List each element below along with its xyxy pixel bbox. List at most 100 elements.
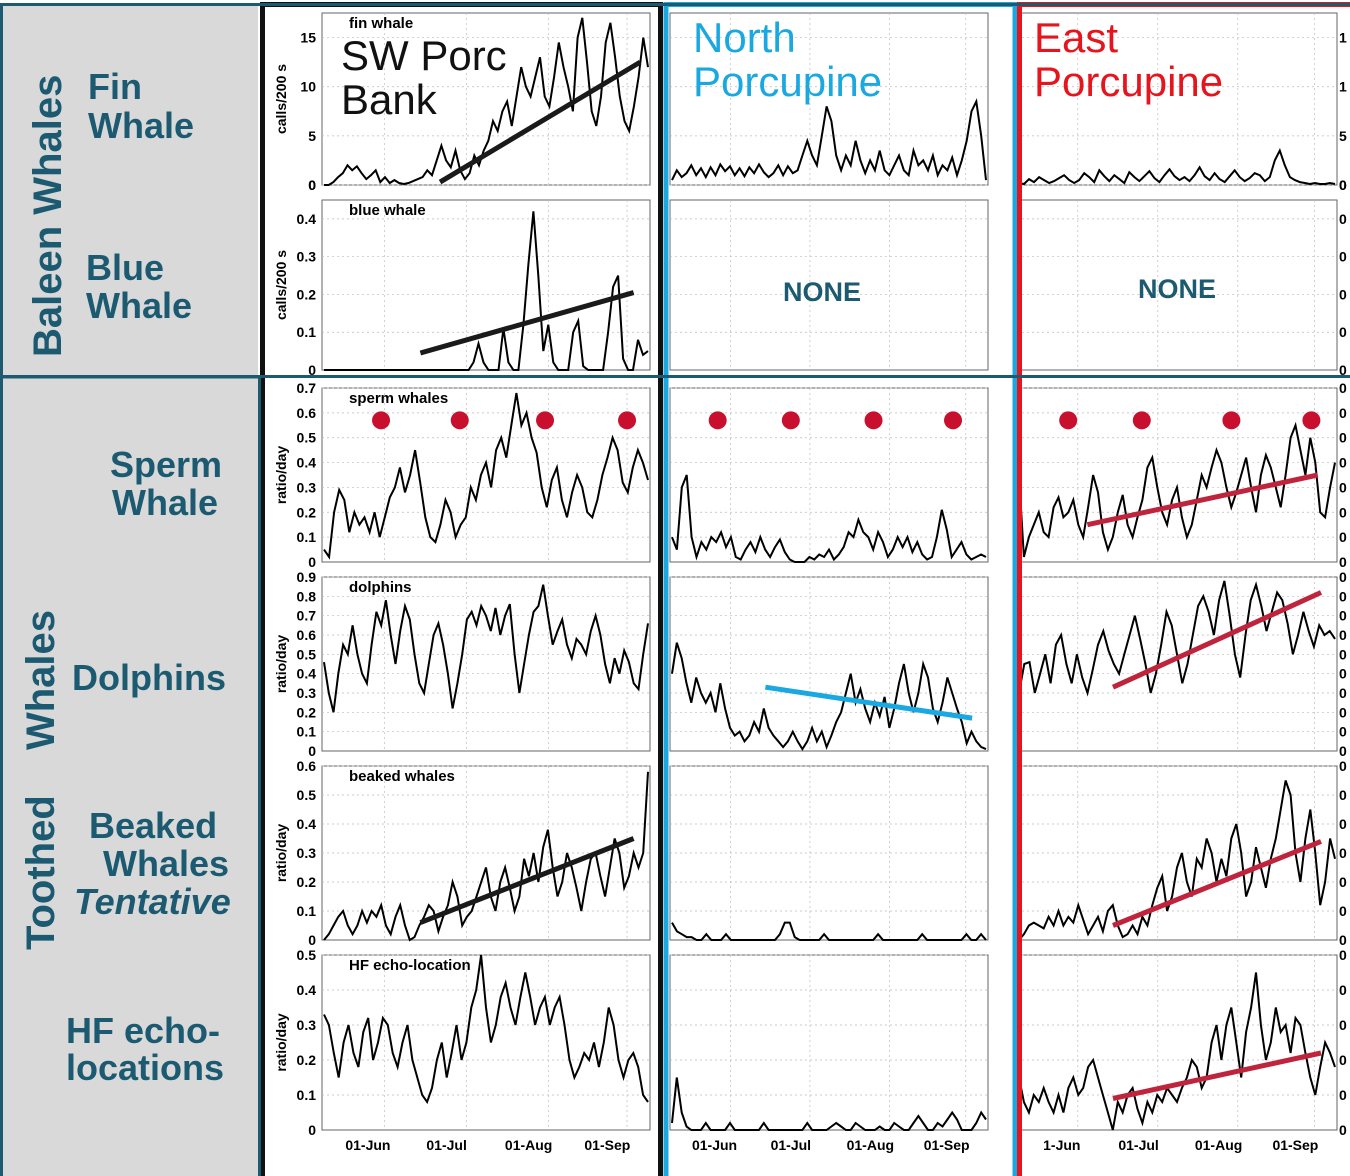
row-label-beaked-2: Whales bbox=[103, 843, 229, 884]
panel-title-0: fin whale bbox=[349, 15, 413, 32]
y-tick-sw-2-1: 0.1 bbox=[297, 529, 317, 545]
baleen-group-bg bbox=[0, 3, 258, 375]
toothed-group-label-2: Whales bbox=[19, 610, 63, 750]
y-tick-sw-2-5: 0.5 bbox=[297, 430, 317, 446]
marker-dot-east-2-0 bbox=[1059, 411, 1078, 430]
toothed-group-label-1: Toothed bbox=[19, 795, 63, 950]
series-line-east-3 bbox=[1018, 580, 1336, 697]
x-tick-north-5-2: 01-Aug bbox=[847, 1137, 894, 1153]
y-tick-east-5-5: 0 bbox=[1339, 947, 1347, 963]
trend-line-east-2 bbox=[1086, 472, 1319, 528]
y-tick-east-0-3: 1 bbox=[1339, 79, 1347, 95]
baleen-group-label: Baleen Whales bbox=[26, 75, 70, 357]
marker-dot-sw-2-1 bbox=[450, 411, 469, 430]
site-title-north-1: North bbox=[693, 14, 796, 61]
series-line-north-5 bbox=[671, 1077, 987, 1131]
y-tick-east-1-2: 0 bbox=[1339, 286, 1347, 302]
y-tick-east-1-3: 0 bbox=[1339, 249, 1347, 265]
x-tick-east-5-3: 01-Sep bbox=[1272, 1137, 1318, 1153]
marker-dot-north-2-3 bbox=[944, 411, 963, 430]
y-tick-east-2-5: 0 bbox=[1339, 430, 1347, 446]
trend-line-sw-4 bbox=[419, 836, 635, 925]
site-title-east-2: Porcupine bbox=[1034, 58, 1223, 105]
x-tick-sw-5-1: 01-Jul bbox=[426, 1137, 466, 1153]
y-tick-east-0-0: 0 bbox=[1339, 177, 1347, 193]
row-label-sperm-1: Sperm bbox=[110, 444, 222, 485]
y-tick-sw-0-1: 0 bbox=[308, 177, 316, 193]
y-tick-sw-2-4: 0.4 bbox=[297, 455, 317, 471]
panel-frame-north-3 bbox=[669, 576, 989, 752]
y-tick-east-0-4: 1 bbox=[1339, 30, 1347, 46]
y-axis-label-4: ratio/day bbox=[273, 824, 289, 883]
y-tick-sw-0-0: 0 bbox=[308, 177, 316, 193]
y-tick-east-3-9: 0 bbox=[1339, 569, 1347, 585]
y-axis-label-3: ratio/day bbox=[273, 635, 289, 694]
x-tick-east-5-1: 01-Jul bbox=[1118, 1137, 1158, 1153]
y-tick-sw-3-1: 0.1 bbox=[297, 724, 317, 740]
site-title-sw-1: SW Porc bbox=[341, 32, 507, 79]
y-tick-east-2-3: 0 bbox=[1339, 479, 1347, 495]
trend-line-east-4 bbox=[1112, 839, 1322, 928]
y-tick-east-3-2: 0 bbox=[1339, 704, 1347, 720]
marker-dot-north-2-2 bbox=[864, 411, 883, 430]
y-tick-east-3-1: 0 bbox=[1339, 724, 1347, 740]
series-line-north-4 bbox=[671, 921, 987, 941]
y-tick-sw-3-0: 0 bbox=[308, 743, 316, 759]
y-tick-sw-5-0: 0 bbox=[308, 1122, 316, 1138]
marker-dot-sw-2-0 bbox=[372, 411, 391, 430]
y-tick-sw-1-2: 0.2 bbox=[297, 286, 317, 302]
y-tick-east-1-1: 0 bbox=[1339, 324, 1347, 340]
marker-dot-north-2-0 bbox=[708, 411, 727, 430]
panel-frame-north-5 bbox=[669, 954, 989, 1131]
trend-line-sw-1 bbox=[419, 290, 635, 356]
y-tick-sw-3-2: 0.2 bbox=[297, 704, 317, 720]
series-line-sw-0 bbox=[324, 17, 649, 186]
trend-line-east-3 bbox=[1111, 590, 1323, 690]
y-tick-sw-3-3: 0.3 bbox=[297, 685, 317, 701]
y-tick-sw-3-4: 0.4 bbox=[297, 666, 317, 682]
y-tick-sw-4-3: 0.3 bbox=[297, 845, 317, 861]
row-label-fin-1: Fin bbox=[88, 66, 142, 107]
y-tick-sw-2-6: 0.6 bbox=[297, 405, 317, 421]
row-label-sperm-2: Whale bbox=[112, 482, 218, 523]
y-axis-label-0: calls/200 s bbox=[273, 64, 289, 134]
panel-frame-north-0 bbox=[669, 12, 989, 186]
series-line-north-0 bbox=[671, 98, 987, 181]
y-axis-label-1: calls/200 s bbox=[273, 250, 289, 320]
site-title-north-2: Porcupine bbox=[693, 58, 882, 105]
y-tick-east-3-8: 0 bbox=[1339, 588, 1347, 604]
y-tick-east-4-5: 0 bbox=[1339, 787, 1347, 803]
y-tick-sw-2-7: 0.7 bbox=[297, 380, 317, 396]
y-tick-east-4-1: 0 bbox=[1339, 903, 1347, 919]
panel-title-2: sperm whales bbox=[349, 390, 448, 407]
y-tick-sw-3-5: 0.5 bbox=[297, 646, 317, 662]
y-tick-sw-4-1: 0.1 bbox=[297, 903, 317, 919]
y-tick-sw-1-3: 0.3 bbox=[297, 249, 317, 265]
y-tick-sw-1-0: 0 bbox=[308, 362, 316, 378]
y-tick-east-3-7: 0 bbox=[1339, 608, 1347, 624]
series-line-east-5 bbox=[1018, 972, 1336, 1131]
x-tick-sw-5-0: 01-Jun bbox=[345, 1137, 390, 1153]
panel-title-4: beaked whales bbox=[349, 768, 455, 785]
x-tick-north-5-3: 01-Sep bbox=[924, 1137, 970, 1153]
y-tick-east-0-1: 0 bbox=[1339, 177, 1347, 193]
y-tick-sw-3-7: 0.7 bbox=[297, 608, 317, 624]
y-tick-sw-4-0: 0 bbox=[308, 932, 316, 948]
x-tick-north-5-0: 01-Jun bbox=[692, 1137, 737, 1153]
row-label-fin-2: Whale bbox=[88, 105, 194, 146]
panel-title-5: HF echo-location bbox=[349, 957, 471, 974]
series-line-sw-2 bbox=[323, 392, 649, 560]
trend-line-north-3 bbox=[765, 684, 973, 721]
y-tick-east-2-1: 0 bbox=[1339, 529, 1347, 545]
y-tick-east-5-0: 0 bbox=[1339, 1122, 1347, 1138]
none-label-east: NONE bbox=[1138, 274, 1216, 304]
marker-dot-sw-2-3 bbox=[618, 411, 637, 430]
marker-dot-east-2-2 bbox=[1222, 411, 1241, 430]
y-tick-east-3-5: 0 bbox=[1339, 646, 1347, 662]
y-tick-sw-5-1: 0.1 bbox=[297, 1087, 317, 1103]
y-tick-east-1-0: 0 bbox=[1339, 362, 1347, 378]
y-tick-east-5-2: 0 bbox=[1339, 1052, 1347, 1068]
y-tick-sw-1-1: 0.1 bbox=[297, 324, 317, 340]
y-tick-east-3-3: 0 bbox=[1339, 685, 1347, 701]
